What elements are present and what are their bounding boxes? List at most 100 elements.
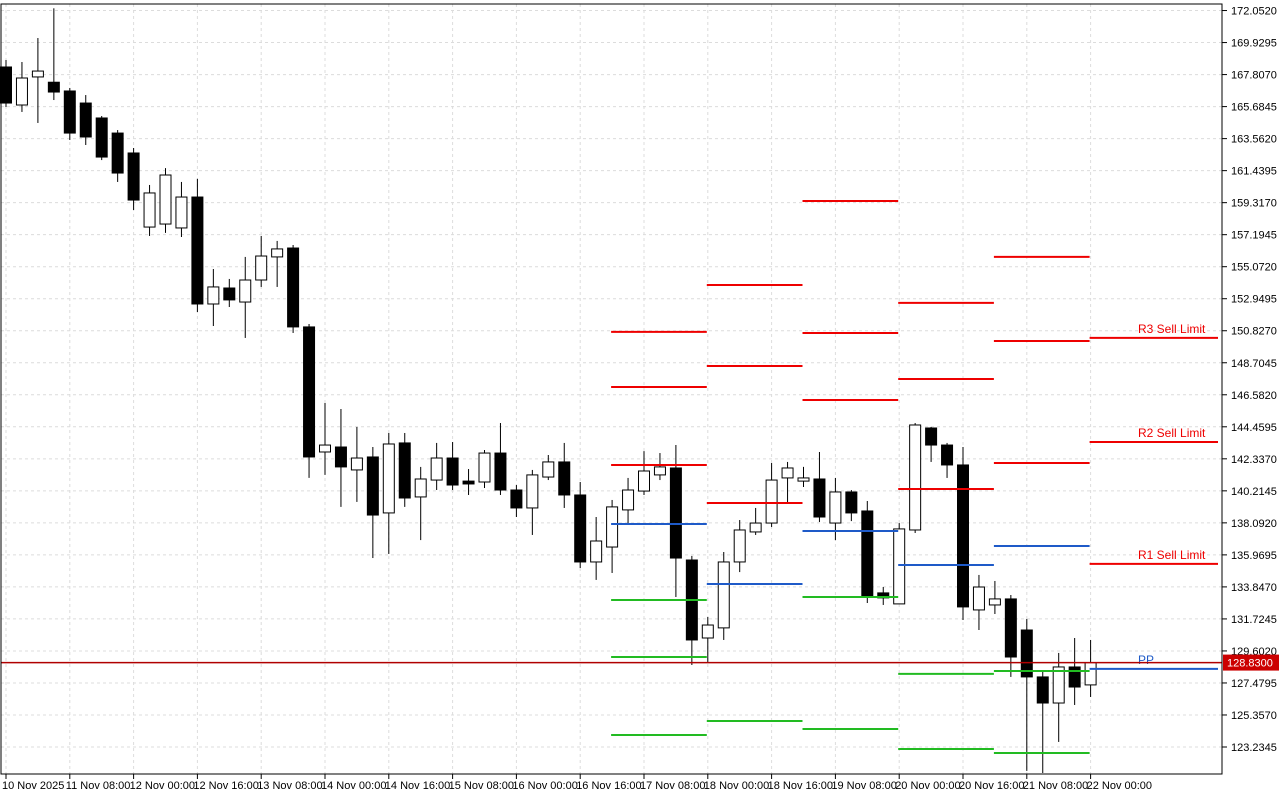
candle-bearish [494, 423, 507, 495]
candle-bearish [845, 490, 858, 522]
price-tick-label: 131.7245 [1231, 614, 1277, 626]
candle-bullish [255, 235, 268, 287]
time-tick-label: 20 Nov 00:00 [895, 780, 960, 792]
time-tick-label: 11 Nov 08:00 [66, 780, 131, 792]
time-tick-label: 21 Nov 08:00 [1023, 780, 1088, 792]
time-tick-label: 10 Nov 2025 [2, 780, 64, 792]
candle-bearish [558, 442, 571, 508]
candle-bullish [542, 455, 555, 481]
current-price-tag [1223, 654, 1279, 671]
candle-bearish [669, 445, 682, 597]
candle-bullish [972, 574, 985, 631]
price-tick-label: 150.8270 [1231, 326, 1277, 338]
candle-bearish [510, 485, 523, 518]
candle-bearish [861, 501, 874, 603]
candle-bullish [350, 426, 363, 502]
price-tick-label: 157.1945 [1231, 230, 1277, 242]
candle-bearish [574, 482, 587, 568]
grid-layer [1, 4, 1222, 774]
candle-bearish [941, 442, 954, 478]
candle-bullish [319, 402, 331, 475]
candle-bullish [15, 62, 28, 112]
price-tick-label: 169.9295 [1231, 38, 1277, 50]
time-tick-label: 14 Nov 00:00 [321, 780, 386, 792]
chart-border [0, 3, 1223, 775]
order-line-label: R1 Sell Limit [1138, 548, 1206, 562]
price-tick-label: 142.3370 [1231, 454, 1277, 466]
candle-bullish [622, 477, 635, 526]
candle-bearish [1020, 618, 1033, 771]
candle-bearish [191, 178, 204, 312]
candle-bullish [1052, 652, 1065, 742]
price-tick-label: 123.2345 [1231, 742, 1277, 754]
candle-bearish [47, 8, 60, 101]
candle-bearish [287, 245, 300, 333]
price-tick-label: 146.5820 [1231, 390, 1277, 402]
candle-bullish [701, 617, 714, 663]
time-tick-label: 13 Nov 08:00 [257, 780, 322, 792]
price-tick-label: 127.4795 [1231, 678, 1277, 690]
candle-bullish [749, 507, 762, 535]
candle-bullish [414, 466, 427, 541]
candle-bearish [366, 447, 379, 559]
candle-bullish [765, 462, 778, 527]
candle-bearish [303, 324, 316, 478]
candle-bullish [988, 580, 1001, 615]
candle-bullish [526, 469, 539, 535]
price-tick-label: 133.8470 [1231, 582, 1277, 594]
candle-bullish [175, 181, 188, 238]
candle-bullish [893, 523, 906, 605]
time-tick-label: 18 Nov 00:00 [704, 780, 769, 792]
candle-bullish [159, 168, 172, 233]
candle-bullish [430, 442, 443, 491]
time-tick-label: 19 Nov 08:00 [831, 780, 896, 792]
chart-plot-area[interactable] [1, 4, 1222, 774]
candle-bullish [606, 499, 619, 573]
price-tick-label: 152.9495 [1231, 294, 1277, 306]
candle-bullish [797, 466, 810, 487]
candlesticks-layer [0, 8, 1097, 774]
candle-bearish [813, 451, 826, 522]
candle-bullish [829, 477, 842, 541]
price-tick-label: 135.9695 [1231, 550, 1277, 562]
candle-bearish [79, 95, 92, 145]
candle-bearish [127, 148, 140, 211]
candle-bullish [382, 432, 395, 554]
candle-bearish [462, 469, 475, 495]
candle-bearish [957, 447, 969, 621]
price-tick-label: 161.4395 [1231, 166, 1277, 178]
candle-bearish [334, 408, 347, 507]
current-price-tag-label: 128.8300 [1227, 658, 1273, 670]
candle-bullish [638, 451, 650, 495]
price-tick-label: 163.5620 [1231, 134, 1277, 146]
candle-bearish [446, 442, 459, 491]
candle-bearish [925, 426, 938, 462]
time-tick-label: 17 Nov 08:00 [640, 780, 705, 792]
price-tick-label: 155.0720 [1231, 262, 1277, 274]
candle-bullish [239, 256, 252, 338]
candle-bullish [781, 461, 794, 503]
candle-bullish [909, 423, 922, 533]
price-tick-label: 167.8070 [1231, 70, 1277, 82]
order-line-label: R3 Sell Limit [1138, 322, 1206, 336]
time-tick-label: 14 Nov 16:00 [385, 780, 450, 792]
order-line-label: R2 Sell Limit [1138, 426, 1206, 440]
time-tick-label: 20 Nov 16:00 [959, 780, 1024, 792]
price-scale[interactable]: 123.2345125.3570127.4795129.6020131.7245… [1222, 6, 1279, 754]
candle-bullish [271, 240, 284, 287]
price-tick-label: 144.4595 [1231, 422, 1277, 434]
candle-bullish [31, 38, 44, 123]
candle-bearish [95, 116, 108, 161]
candle-bearish [63, 87, 76, 141]
time-tick-label: 22 Nov 00:00 [1087, 780, 1152, 792]
time-tick-label: 12 Nov 00:00 [130, 780, 195, 792]
candle-bearish [223, 278, 236, 308]
time-tick-label: 16 Nov 16:00 [576, 780, 641, 792]
candle-bearish [1036, 671, 1049, 774]
price-tick-label: 148.7045 [1231, 358, 1277, 370]
price-tick-label: 165.6845 [1231, 102, 1277, 114]
time-tick-label: 12 Nov 16:00 [193, 780, 258, 792]
candle-bullish [207, 268, 220, 327]
